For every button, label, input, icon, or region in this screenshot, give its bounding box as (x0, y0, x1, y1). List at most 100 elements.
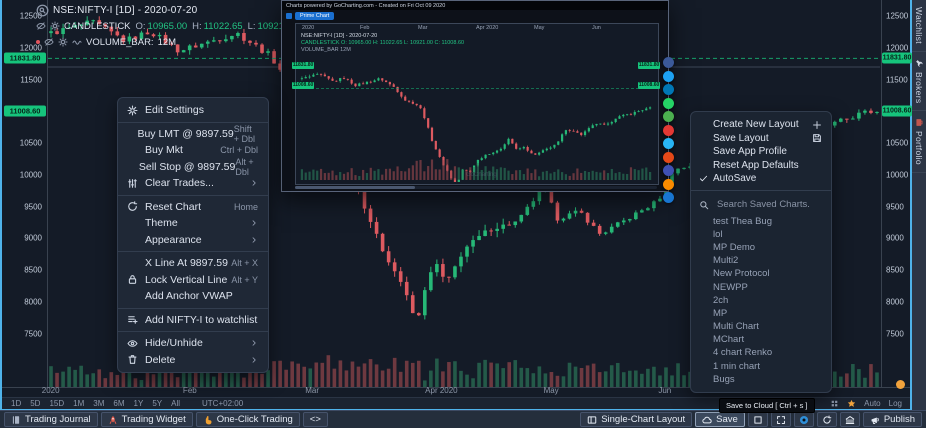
volume-settings-icon[interactable] (58, 37, 68, 47)
one-click-trading-button[interactable]: One-Click Trading (195, 412, 300, 427)
log-scale-toggle[interactable]: Log (888, 399, 902, 408)
timeframe-6m[interactable]: 6M (113, 399, 125, 408)
symbol-search-icon[interactable] (36, 4, 49, 17)
layout-menu-reset-app-defaults[interactable]: Reset App Defaults (691, 159, 831, 173)
popup-tab-prime-chart[interactable]: Prime Chart (295, 11, 335, 20)
-button[interactable]: <> (302, 412, 328, 427)
menu-item-clear-trades[interactable]: Clear Trades... (118, 175, 268, 192)
saved-chart-mp-demo[interactable]: MP Demo (713, 241, 756, 253)
save-button[interactable]: Save (695, 412, 745, 427)
menu-item-label: Theme (145, 217, 178, 230)
publish-button[interactable]: Publish (862, 412, 922, 427)
square-button[interactable] (747, 412, 768, 427)
whatsapp-share-icon[interactable] (663, 97, 674, 109)
twitter-share-icon[interactable] (663, 70, 674, 82)
telegram-share-icon[interactable] (663, 138, 674, 149)
menu-item-add-anchor-vwap[interactable]: Add Anchor VWAP (118, 288, 268, 305)
saved-chart-1-min-chart[interactable]: 1 min chart (713, 360, 760, 372)
layout-menu-label: Save Layout (713, 132, 769, 144)
menu-item-theme[interactable]: Theme (118, 215, 268, 232)
timeframe-5d[interactable]: 5D (30, 399, 41, 408)
saved-chart-newpp[interactable]: NEWPP (713, 281, 748, 293)
trading-journal-button[interactable]: Trading Journal (4, 412, 98, 427)
menu-item-edit-settings[interactable]: Edit Settings (118, 102, 268, 119)
reddit-share-icon[interactable] (663, 151, 674, 163)
menu-item-sell-stop-9897-59[interactable]: Sell Stop @ 9897.59 Alt + Dbl (118, 157, 268, 177)
saved-chart-4-chart-renko[interactable]: 4 chart Renko (713, 347, 773, 359)
blogger-share-icon[interactable] (663, 178, 674, 190)
tab-portfolio[interactable]: Portfolio (912, 111, 926, 174)
saved-chart-multi-chart[interactable]: Multi Chart (713, 321, 759, 333)
menu-separator (118, 194, 268, 196)
timeframe-3m[interactable]: 3M (93, 399, 105, 408)
saved-chart-bugs[interactable]: Bugs (713, 373, 735, 385)
bank-button[interactable] (839, 412, 860, 427)
saved-chart-multi2[interactable]: Multi2 (713, 255, 739, 267)
timeframe-15d[interactable]: 15D (49, 399, 65, 408)
refresh-button[interactable] (816, 412, 837, 427)
single-chart-layout-button[interactable]: Single-Chart Layout (580, 412, 693, 427)
timeframe-all[interactable]: All (171, 399, 181, 408)
saved-chart-new-protocol[interactable]: New Protocol (713, 268, 770, 280)
layout-menu-save-layout[interactable]: Save Layout (691, 132, 831, 146)
menu-separator (118, 251, 268, 252)
menu-item-appearance[interactable]: Appearance (118, 232, 268, 249)
camera-button[interactable] (793, 412, 814, 427)
menu-item-reset-chart[interactable]: Reset Chart Home (118, 199, 268, 216)
bottom-toolbar: Trading Journal Trading Widget One-Click T… (0, 410, 926, 428)
menu-item-label: Lock Vertical Line (145, 273, 228, 286)
expand-button[interactable] (770, 412, 791, 427)
email-share-icon[interactable] (663, 192, 674, 203)
timeframe-1y[interactable]: 1Y (133, 399, 144, 408)
price-tick: 11500 (886, 75, 908, 84)
timeframe-1d[interactable]: 1D (11, 399, 22, 408)
wechat-share-icon[interactable] (663, 111, 674, 122)
share-icons-column (663, 57, 674, 203)
chevron-right-icon (250, 236, 258, 244)
hide-volume-icon[interactable] (44, 37, 54, 47)
trading-widget-button[interactable]: Trading Widget (100, 412, 193, 427)
menu-item-delete[interactable]: Delete (118, 352, 268, 369)
menu-item-buy-mkt[interactable]: Buy Mkt Ctrl + Dbl (118, 142, 268, 159)
linkedin-share-icon[interactable] (663, 84, 674, 95)
hide-study-icon[interactable] (36, 21, 46, 31)
popup-scroll-thumb[interactable] (295, 186, 415, 189)
favorite-star-icon[interactable] (847, 399, 856, 408)
saved-chart-mchart[interactable]: MChart (713, 334, 745, 346)
menu-item-add-nifty-i-to-watchlist[interactable]: Add NIFTY-I to watchlist (118, 312, 268, 329)
timezone-label[interactable]: UTC+02:00 (202, 399, 244, 408)
tumblr-share-icon[interactable] (663, 165, 674, 176)
timeframe-1m[interactable]: 1M (73, 399, 85, 408)
grid-settings-icon[interactable] (830, 399, 839, 408)
pinterest-share-icon[interactable] (663, 124, 674, 136)
menu-item-buy-lmt-9897-59[interactable]: Buy LMT @ 9897.59 Shift + Dbl (118, 124, 268, 144)
layout-menu-create-new-layout[interactable]: Create New Layout (691, 118, 831, 132)
mini-ohlc: CANDLESTICK O: 10965.00 H: 11022.65 L: 1… (301, 40, 465, 46)
watchlist-add-icon (127, 314, 145, 325)
timeframe-buttons: 1D 5D 15D 1M 3M 6M 1Y 5Y All (2, 399, 180, 408)
menu-item-x-line-at-9897-59[interactable]: X Line At 9897.59 Alt + X (118, 255, 268, 272)
notification-dot[interactable] (896, 380, 905, 389)
price-tick: 11500 (20, 75, 42, 84)
facebook-share-icon[interactable] (663, 57, 674, 68)
menu-item-label: Clear Trades... (145, 177, 214, 190)
menu-item-label: Add NIFTY-I to watchlist (145, 313, 258, 326)
saved-chart-mp[interactable]: MP (713, 307, 728, 319)
mini-time-tick: Feb (360, 25, 370, 31)
auto-scale-toggle[interactable]: Auto (864, 399, 881, 408)
popup-scrollbar[interactable] (295, 186, 657, 189)
saved-chart-test-thea-bug[interactable]: test Thea Bug (713, 215, 772, 227)
price-tick: 12000 (886, 43, 909, 53)
layout-menu-save-app-profile[interactable]: Save App Profile (691, 145, 831, 159)
timeframe-5y[interactable]: 5Y (152, 399, 163, 408)
search-icon (699, 200, 709, 210)
saved-chart-lol[interactable]: lol (713, 228, 723, 240)
menu-item-lock-vertical-line[interactable]: Lock Vertical Line Alt + Y (118, 272, 268, 289)
layout-menu-autosave[interactable]: AutoSave (691, 172, 831, 186)
menu-item-hide-unhide[interactable]: Hide/Unhide (118, 335, 268, 352)
saved-chart-2ch[interactable]: 2ch (713, 294, 729, 306)
study-settings-icon[interactable] (50, 21, 60, 31)
search-saved-charts[interactable]: Search Saved Charts. (691, 195, 831, 215)
tab-brokers[interactable]: Brokers (912, 52, 926, 112)
tab-watchlist[interactable]: Watchlist (912, 0, 926, 52)
